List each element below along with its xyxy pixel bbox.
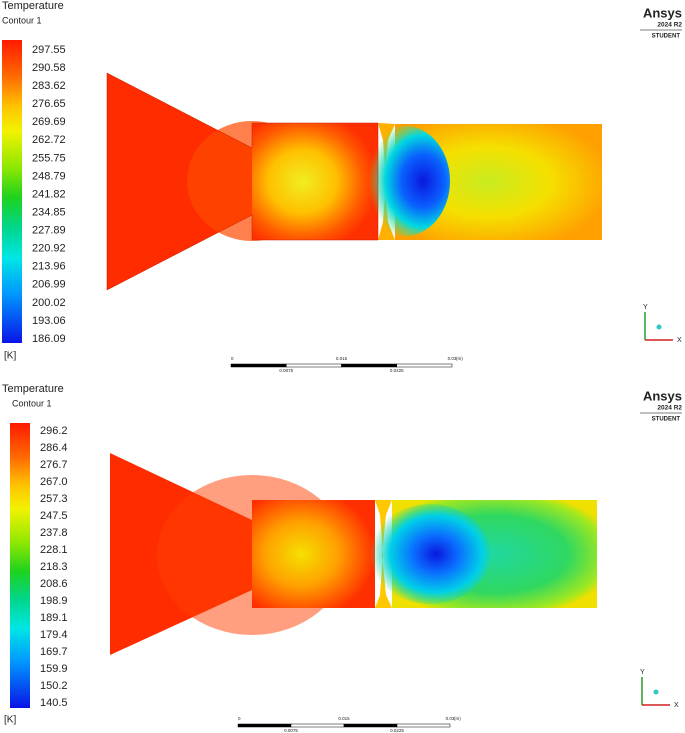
inlet-cone: [107, 73, 252, 290]
colorbar-label: 234.85: [32, 206, 66, 218]
colorbar-label: 269.69: [32, 116, 66, 128]
subtitle: Contour 1: [2, 15, 42, 25]
colorbar-label: 169.7: [40, 646, 68, 658]
colorbar-label: 241.82: [32, 188, 66, 200]
scale-label: 0.0225: [390, 368, 404, 373]
axis-y-label: Y: [643, 304, 648, 311]
colorbar-label: 159.9: [40, 663, 68, 675]
colorbar-label: 206.99: [32, 279, 66, 291]
scale-segment: [230, 363, 287, 368]
colorbar-label: 296.2: [40, 425, 68, 437]
scale-label: 0.03: [448, 356, 457, 361]
chamber: [252, 500, 375, 608]
colorbar-label: 283.62: [32, 80, 66, 92]
colorbar-label: 200.02: [32, 297, 66, 309]
scale-label: 0.0225: [390, 728, 404, 733]
axis-z: [653, 689, 659, 695]
contour-geometry: [106, 72, 602, 291]
axis-x-label: X: [677, 337, 682, 344]
contour-geometry: [110, 453, 597, 655]
axis-x-label: X: [674, 702, 679, 709]
scale-segment: [286, 363, 342, 368]
logo-brand: Ansys: [643, 5, 682, 20]
scale-label: 0.0075: [279, 368, 293, 373]
outline: [106, 72, 379, 291]
title: Temperature: [2, 383, 64, 395]
throat: [375, 500, 392, 608]
logo-version: 2024 R2: [657, 405, 682, 412]
colorbar-label: 297.55: [32, 44, 66, 56]
cold-jet: [370, 504, 490, 604]
logo-edition: STUDENT: [652, 417, 681, 423]
unit-label: [K]: [4, 715, 16, 726]
colorbar-label: 290.58: [32, 62, 66, 74]
colorbar-label: 218.3: [40, 561, 68, 573]
subtitle: Contour 1: [12, 398, 52, 408]
scale-label: 0.015: [338, 716, 350, 721]
logo-version: 2024 R2: [657, 22, 682, 29]
scale-segment: [396, 363, 453, 368]
scale-segment: [237, 723, 292, 728]
colorbar-label: 208.6: [40, 578, 68, 590]
title: Temperature: [2, 0, 64, 12]
scale-segment: [341, 363, 397, 368]
colorbar-label: 213.96: [32, 261, 66, 273]
colorbar-label: 179.4: [40, 629, 68, 641]
colorbar-label: 255.75: [32, 152, 66, 164]
scale-segment: [396, 723, 451, 728]
colorbar-label: 286.4: [40, 442, 68, 454]
colorbar-label: 248.79: [32, 170, 66, 182]
axis-z: [656, 324, 662, 330]
axis-y-label: Y: [640, 669, 645, 676]
colorbar: [2, 40, 22, 343]
colorbar-label: 262.72: [32, 134, 66, 146]
colorbar-label: 193.06: [32, 315, 66, 327]
scale-segment: [290, 723, 345, 728]
scale-unit: (m): [454, 716, 461, 721]
scale-label: 0.03: [446, 716, 455, 721]
scale-label: 0: [238, 716, 241, 721]
colorbar-label: 150.2: [40, 680, 68, 692]
scale-segment: [343, 723, 398, 728]
scale-label: 0: [231, 356, 234, 361]
colorbar-label: 228.1: [40, 544, 68, 556]
colorbar-label: 220.92: [32, 243, 66, 255]
scale-label: 0.0075: [284, 728, 298, 733]
logo-edition: STUDENT: [652, 34, 681, 40]
unit-label: [K]: [4, 351, 16, 362]
colorbar-label: 227.89: [32, 225, 66, 237]
colorbar-label: 140.5: [40, 697, 68, 709]
colorbar-label: 186.09: [32, 333, 66, 345]
colorbar-label: 198.9: [40, 595, 68, 607]
colorbar-label: 276.65: [32, 98, 66, 110]
chamber: [252, 123, 378, 240]
colorbar: [10, 423, 30, 708]
logo-brand: Ansys: [643, 388, 682, 403]
scale-label: 0.015: [336, 356, 348, 361]
colorbar-label: 276.7: [40, 459, 68, 471]
colorbar-label: 257.3: [40, 493, 68, 505]
colorbar-label: 237.8: [40, 527, 68, 539]
cold-jet: [360, 126, 450, 236]
colorbar-label: 189.1: [40, 612, 68, 624]
colorbar-label: 247.5: [40, 510, 68, 522]
scale-unit: (m): [456, 356, 463, 361]
colorbar-label: 267.0: [40, 476, 68, 488]
